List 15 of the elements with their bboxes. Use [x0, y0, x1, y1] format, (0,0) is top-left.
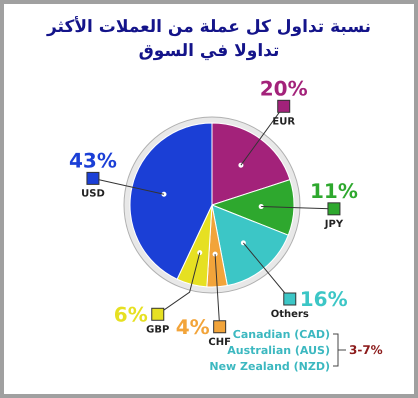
- legend-label: JPY: [324, 218, 344, 230]
- text: 3-7%: [349, 343, 383, 357]
- data-label: 20%: [260, 76, 308, 100]
- chart-title: نسبة تداول كل عملة من العملات الأكثر تداولا في السوق: [46, 15, 372, 61]
- text: New Zealand (NZD): [209, 360, 330, 373]
- data-label: 43%: [69, 148, 117, 172]
- legend-label: Others: [270, 309, 309, 320]
- text: Canadian (CAD): [232, 328, 330, 341]
- legend-label: USD: [81, 188, 105, 200]
- legend-label: EUR: [272, 116, 296, 128]
- data-label: 11%: [310, 178, 358, 203]
- data-label: 6%: [114, 302, 148, 326]
- legend-label: GBP: [146, 324, 170, 336]
- data-label: 16%: [300, 287, 348, 312]
- data-label: 4%: [176, 314, 210, 339]
